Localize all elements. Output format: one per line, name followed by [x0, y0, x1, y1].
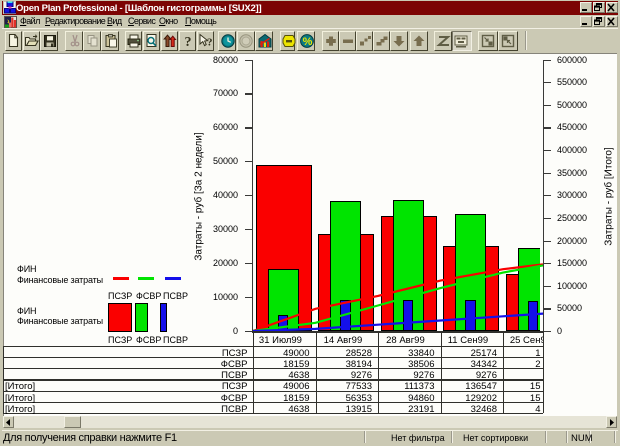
svg-text:%: % — [302, 36, 312, 48]
svg-text:?: ? — [185, 35, 192, 49]
svg-text:?: ? — [207, 36, 213, 48]
